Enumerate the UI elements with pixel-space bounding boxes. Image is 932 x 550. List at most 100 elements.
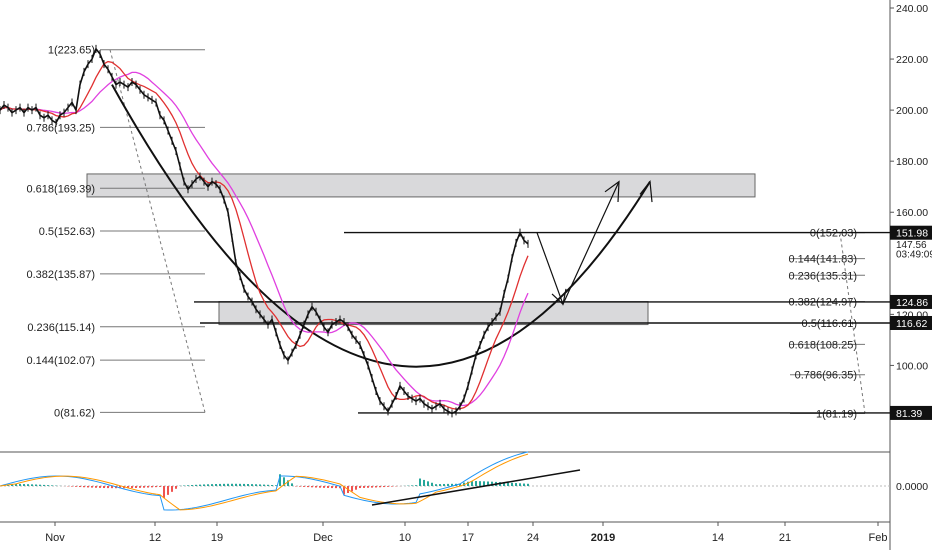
oscillator-histogram-bar xyxy=(275,485,277,486)
oscillator-histogram-bar xyxy=(263,484,265,486)
oscillator-histogram-bar xyxy=(135,486,137,488)
x-tick-label: 2019 xyxy=(591,532,615,544)
oscillator-histogram-bar xyxy=(291,483,293,486)
oscillator-histogram-bar xyxy=(487,481,489,486)
x-tick-label: Nov xyxy=(45,532,65,544)
projection-arrowhead-up xyxy=(604,180,620,203)
oscillator-histogram-bar xyxy=(415,485,417,486)
price-label-text: 124.86 xyxy=(896,297,928,309)
oscillator-histogram-bar xyxy=(351,486,353,492)
oscillator-histogram-bar xyxy=(507,482,509,486)
oscillator-trendline xyxy=(371,469,581,506)
fib-left-level-label: 0.786(193.25) xyxy=(27,122,96,134)
y-tick-label: 200.00 xyxy=(896,105,928,117)
price-label-text: 81.39 xyxy=(896,408,922,420)
price-label-text: 151.98 xyxy=(896,228,928,240)
oscillator-histogram-bar xyxy=(423,479,425,486)
oscillator-histogram-bar xyxy=(243,483,245,486)
oscillator-histogram-bar xyxy=(355,486,357,490)
oscillator-histogram-bar xyxy=(27,484,29,486)
fib-right-level-label: 0(152.03) xyxy=(810,228,857,240)
cup-pattern-curve xyxy=(111,84,651,368)
oscillator-histogram-bar xyxy=(311,486,313,488)
oscillator-histogram-bar xyxy=(7,484,9,486)
oscillator-histogram-bar xyxy=(15,483,17,486)
resistance-zone xyxy=(86,173,756,198)
oscillator-histogram-bar xyxy=(215,484,217,486)
fib-left-level-label: 0.618(169.39) xyxy=(27,183,96,195)
y-tick-label: 100.00 xyxy=(896,360,928,372)
oscillator-histogram-bar xyxy=(211,484,213,486)
x-tick-label: 17 xyxy=(462,532,474,544)
oscillator-histogram-bar xyxy=(175,486,177,489)
y-tick-label: 240.00 xyxy=(896,3,928,15)
fib-right-level-label: 0.382(124.97) xyxy=(789,297,858,309)
oscillator-histogram-bar xyxy=(379,486,381,488)
fib-left-level-label: 0.5(152.63) xyxy=(39,226,95,238)
oscillator-histogram-bar xyxy=(103,486,105,489)
oscillator-histogram-bar xyxy=(471,481,473,486)
oscillator-histogram-bar xyxy=(139,486,141,488)
projection-arrow-path xyxy=(536,181,620,306)
fib-right-level-label: 1(81.19) xyxy=(816,408,857,420)
oscillator-histogram-bar xyxy=(419,478,421,486)
oscillator-histogram-bar xyxy=(251,484,253,486)
oscillator-histogram-bar xyxy=(39,484,41,486)
oscillator-histogram-bar xyxy=(235,483,237,486)
oscillator-histogram-bar xyxy=(527,483,529,486)
oscillator-histogram-bar xyxy=(183,485,185,486)
x-tick-label: 24 xyxy=(527,532,539,544)
oscillator-histogram-bar xyxy=(159,486,161,487)
oscillator-histogram-bar xyxy=(19,483,21,486)
oscillator-histogram-bar xyxy=(475,481,477,486)
price-label-text: 116.62 xyxy=(896,318,927,330)
oscillator-histogram-bar xyxy=(195,484,197,486)
oscillator-histogram-bar xyxy=(327,486,329,488)
projection-arrowhead-down xyxy=(551,288,567,306)
fib-left-level-label: 0.144(102.07) xyxy=(27,355,96,367)
oscillator-histogram-bar xyxy=(87,486,89,488)
oscillator-histogram-bar xyxy=(367,486,369,488)
oscillator-histogram-bar xyxy=(503,482,505,486)
oscillator-histogram-bar xyxy=(259,484,261,486)
oscillator-histogram-bar xyxy=(479,481,481,486)
oscillator-signal-line xyxy=(0,453,529,511)
oscillator-histogram-bar xyxy=(255,484,257,486)
price-label-box xyxy=(890,225,932,240)
oscillator-histogram-bar xyxy=(283,477,285,486)
oscillator-histogram-bar xyxy=(287,480,289,486)
oscillator-histogram-bar xyxy=(427,481,429,486)
oscillator-histogram-bar xyxy=(323,486,325,488)
y-tick-label: 160.00 xyxy=(896,207,928,219)
oscillator-macd-line xyxy=(0,451,529,511)
x-tick-label: 12 xyxy=(149,532,161,544)
oscillator-histogram-bar xyxy=(375,486,377,488)
oscillator-histogram-bar xyxy=(431,482,433,486)
oscillator-histogram-bar xyxy=(231,483,233,486)
oscillator-zero-label: 0.0000 xyxy=(896,481,928,493)
oscillator-histogram-bar xyxy=(223,483,225,486)
oscillator-histogram-bar xyxy=(119,486,121,489)
oscillator-histogram-bar xyxy=(147,486,149,488)
oscillator-histogram-bar xyxy=(451,483,453,486)
oscillator-histogram-bar xyxy=(191,485,193,486)
oscillator-histogram-bar xyxy=(151,486,153,488)
oscillator-histogram-bar xyxy=(167,486,169,495)
cup-arrowhead xyxy=(639,180,653,203)
oscillator-histogram-bar xyxy=(459,483,461,486)
price-label-box xyxy=(890,294,932,309)
oscillator-histogram-bar xyxy=(127,486,129,489)
oscillator-histogram-bar xyxy=(319,486,321,488)
oscillator-histogram-bar xyxy=(411,485,413,486)
fib-left-level-label: 0.236(115.14) xyxy=(27,322,95,334)
oscillator-histogram-bar xyxy=(307,486,309,488)
x-tick-label: 14 xyxy=(712,532,724,544)
oscillator-histogram-bar xyxy=(271,485,273,486)
fib-right-level-label: 0.5(116.61) xyxy=(802,318,857,330)
oscillator-histogram-bar xyxy=(523,483,525,486)
oscillator-histogram-bar xyxy=(435,484,437,486)
oscillator-histogram-bar xyxy=(11,484,13,486)
oscillator-histogram-bar xyxy=(79,486,81,488)
oscillator-histogram-bar xyxy=(111,486,113,489)
